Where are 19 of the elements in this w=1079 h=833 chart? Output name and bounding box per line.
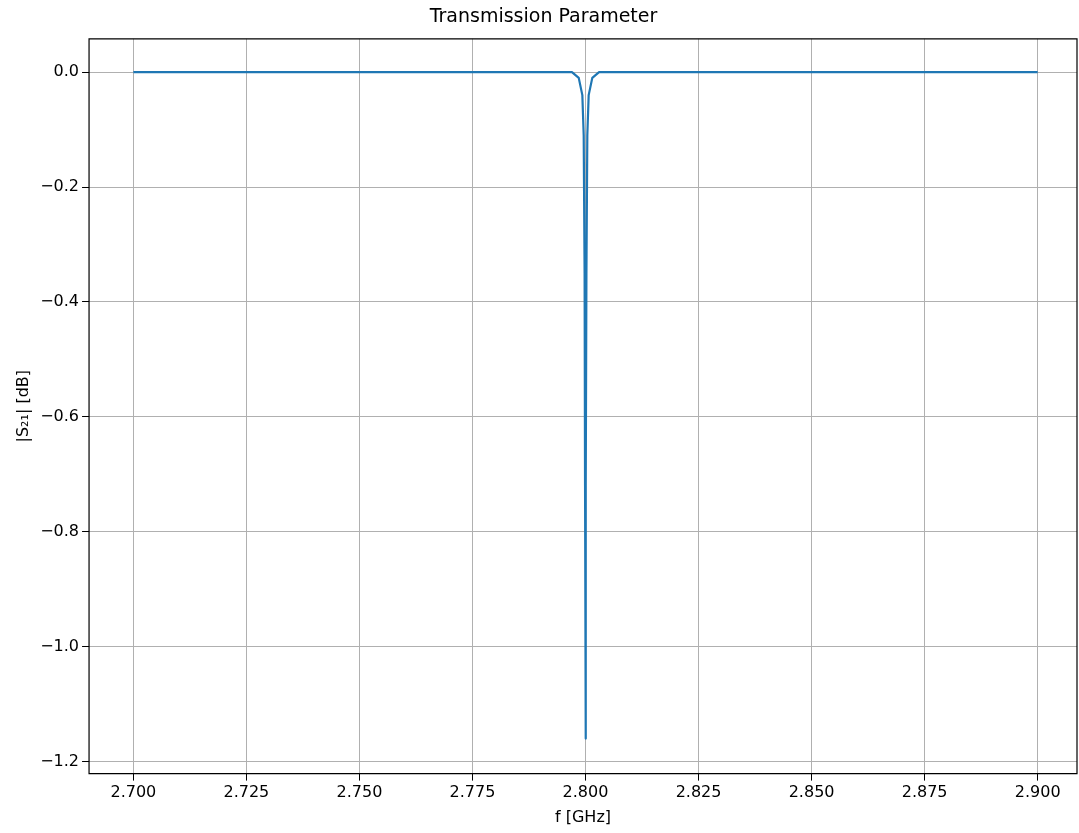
x-tick-label: 2.825 [675,782,722,802]
x-axis-title: f [GHz] [555,806,612,826]
y-tick-label: −0.2 [40,176,80,196]
chart-title: Transmission Parameter [428,4,658,27]
x-tick-label: 2.775 [449,782,496,802]
y-tick-label: −0.4 [40,291,80,311]
y-tick-label: −0.8 [40,520,80,540]
y-tick-label: −1.0 [40,635,80,655]
y-axis-title: |S₂₁| [dB] [12,369,32,443]
x-tick-label: 2.725 [223,782,270,802]
x-tick-label: 2.850 [788,782,835,802]
x-tick-label: 2.875 [901,782,948,802]
y-tick-label: 0.0 [53,61,80,81]
x-tick-label: 2.800 [562,782,609,802]
x-tick-label: 2.750 [336,782,383,802]
y-tick-label: −1.2 [40,750,80,770]
x-tick-label: 2.700 [110,782,157,802]
x-tick-label: 2.900 [1014,782,1061,802]
y-tick-label: −0.6 [40,405,80,425]
